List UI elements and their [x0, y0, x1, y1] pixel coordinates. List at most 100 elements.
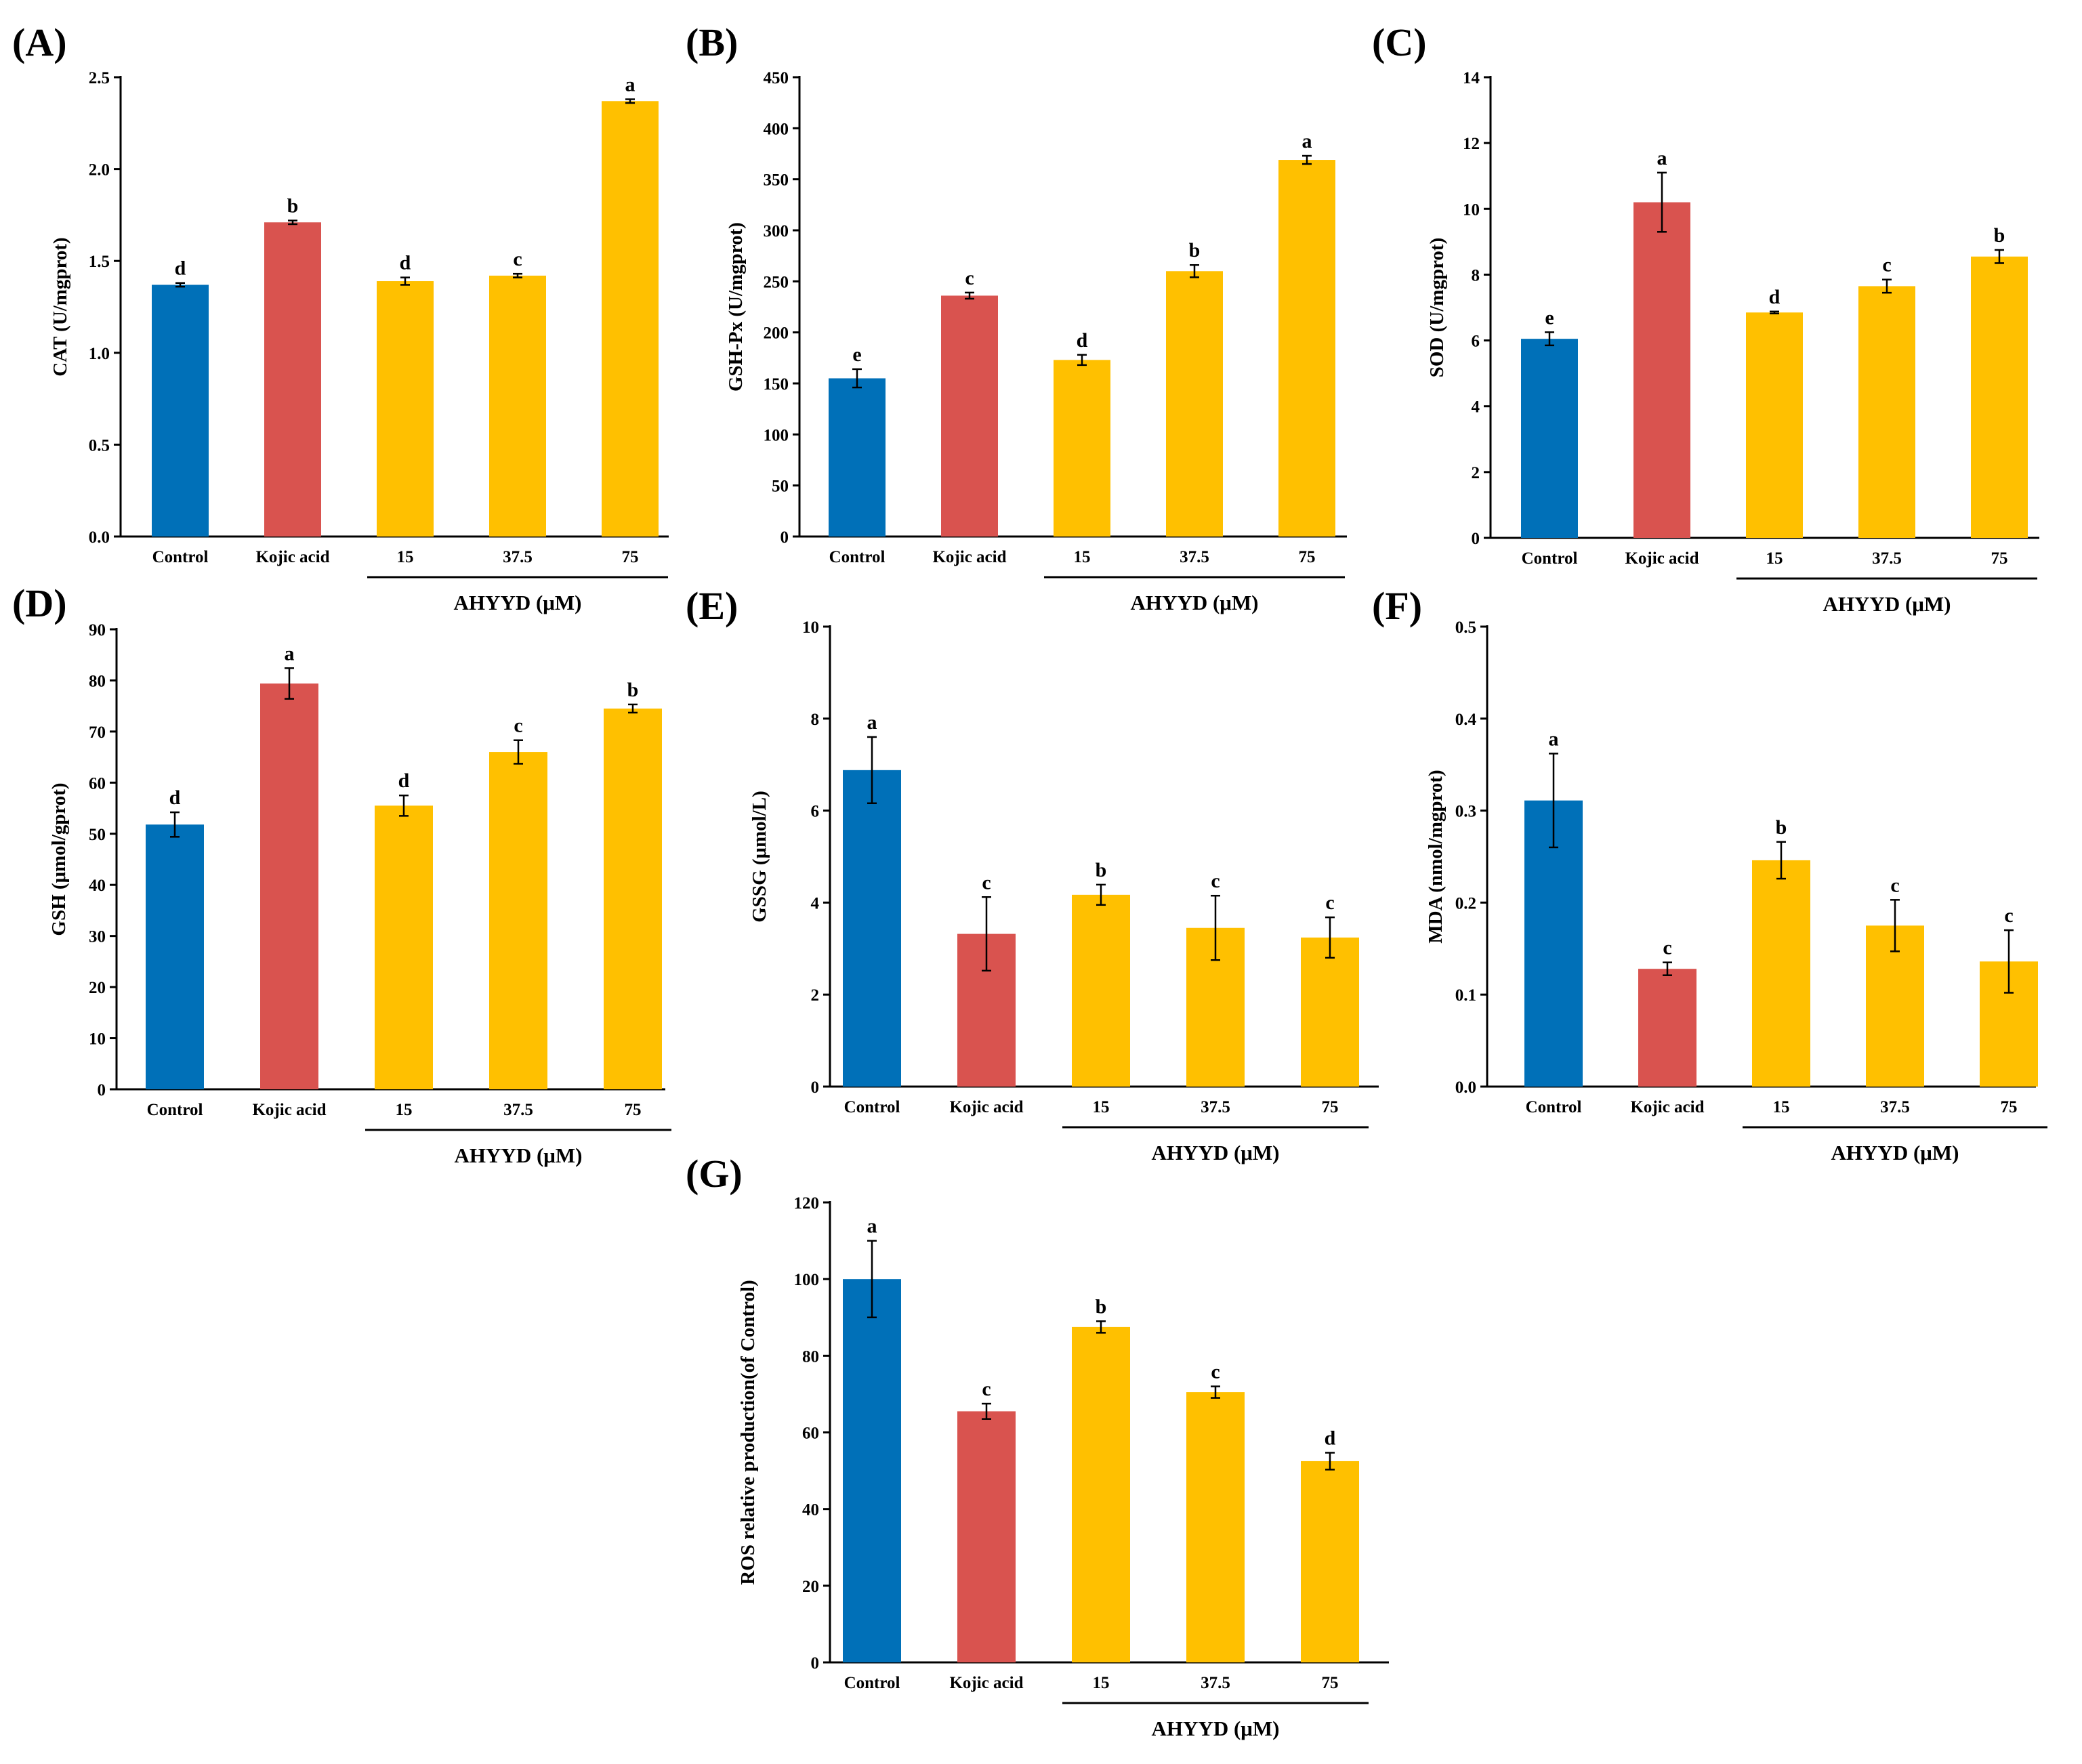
y-tick-label: 14: [1463, 69, 1480, 87]
bar: [1301, 1461, 1359, 1662]
group-label: AHYYD (μM): [1831, 1141, 1959, 1164]
x-tick-label: 15: [1093, 1674, 1110, 1692]
significance-letter: c: [513, 248, 522, 270]
panel-label: (G): [686, 1152, 743, 1196]
significance-letter: b: [1189, 239, 1201, 261]
y-tick-label: 60: [802, 1425, 819, 1443]
y-tick-label: 0: [780, 528, 789, 547]
significance-letter: a: [867, 1215, 877, 1238]
panel-label: (F): [1372, 584, 1422, 628]
group-label: AHYYD (μM): [455, 1143, 583, 1167]
x-tick-label: 37.5: [503, 1101, 533, 1119]
bar: [1633, 202, 1690, 538]
bar: [1858, 286, 1915, 538]
significance-letter: c: [514, 715, 522, 737]
y-tick-label: 1.0: [89, 345, 110, 363]
y-tick-label: 50: [772, 478, 789, 496]
bar: [843, 1279, 901, 1662]
y-tick-label: 0: [1472, 530, 1480, 548]
x-tick-label: 37.5: [1201, 1098, 1230, 1116]
x-tick-label: Kojic acid: [949, 1674, 1023, 1692]
significance-letter: e: [852, 343, 861, 366]
y-tick-label: 6: [1472, 333, 1480, 351]
chart-panel-5: (E) 0 2 4 6 8 10 GSSG (μmol/L) a Control c Kojic ac…: [686, 584, 1379, 1164]
significance-letter: c: [1890, 874, 1899, 896]
y-tick-label: 4: [1472, 398, 1480, 417]
x-tick-label: 37.5: [1872, 549, 1902, 568]
bar: [1054, 360, 1110, 537]
group-label: AHYYD (μM): [1152, 1717, 1280, 1740]
y-axis-label: GSSG (μmol/L): [749, 791, 770, 923]
bar: [146, 824, 204, 1089]
y-axis-label: CAT (U/mgprot): [49, 237, 71, 376]
x-tick-label: Kojic acid: [932, 548, 1006, 566]
x-tick-label: 37.5: [503, 548, 533, 566]
bar: [264, 222, 321, 537]
y-tick-label: 50: [89, 826, 106, 844]
y-tick-label: 0: [98, 1081, 106, 1099]
x-tick-label: Control: [147, 1101, 203, 1119]
panel-label: (C): [1372, 20, 1427, 64]
bar: [1166, 271, 1223, 537]
significance-letter: c: [2004, 904, 2013, 927]
y-tick-label: 450: [764, 69, 789, 87]
chart-panel-3: (C) 0 2 4 6 8 10 12 14 SOD (U/mgprot) e Control a Koj…: [1372, 20, 2039, 616]
x-tick-label: Kojic acid: [252, 1101, 326, 1119]
x-tick-label: 75: [1991, 549, 2008, 568]
bar: [604, 708, 662, 1089]
y-tick-label: 12: [1463, 135, 1480, 153]
x-tick-label: 75: [2001, 1098, 2018, 1116]
significance-letter: a: [1657, 147, 1667, 169]
bar: [152, 285, 209, 537]
y-tick-label: 0: [811, 1078, 820, 1097]
y-tick-label: 90: [89, 621, 106, 639]
x-tick-label: 75: [1322, 1674, 1339, 1692]
y-tick-label: 20: [89, 979, 106, 997]
bar: [1746, 312, 1803, 538]
group-label: AHYYD (μM): [1823, 592, 1951, 616]
bar: [843, 770, 901, 1087]
significance-letter: c: [982, 1378, 991, 1400]
bar: [1638, 969, 1696, 1087]
bar: [602, 101, 659, 537]
y-tick-label: 0.1: [1455, 986, 1476, 1005]
y-tick-label: 0.5: [89, 436, 110, 455]
significance-letter: c: [965, 267, 974, 289]
y-tick-label: 0.0: [1455, 1078, 1476, 1097]
bar: [489, 752, 547, 1089]
significance-letter: d: [1769, 286, 1781, 308]
bar: [1186, 1392, 1245, 1662]
significance-letter: b: [1096, 1295, 1107, 1318]
y-tick-label: 0.2: [1455, 894, 1476, 912]
significance-letter: d: [175, 257, 186, 280]
y-tick-label: 150: [764, 375, 789, 394]
y-tick-label: 80: [802, 1347, 819, 1366]
y-tick-label: 70: [89, 723, 106, 742]
bar: [941, 295, 998, 537]
chart-panel-6: (F) 0.0 0.1 0.2 0.3 0.4 0.5 MDA (nmol/mgprot) a C…: [1372, 584, 2047, 1164]
x-tick-label: 15: [1766, 549, 1783, 568]
bar: [375, 805, 433, 1089]
x-tick-label: Control: [844, 1674, 900, 1692]
y-tick-label: 8: [811, 711, 820, 729]
y-tick-label: 6: [811, 803, 820, 821]
x-tick-label: Control: [152, 548, 209, 566]
y-tick-label: 0.0: [89, 528, 110, 547]
significance-letter: c: [982, 871, 991, 894]
panel-label: (A): [12, 20, 67, 64]
significance-letter: a: [1549, 728, 1559, 750]
significance-letter: d: [1077, 329, 1088, 352]
bar: [1521, 339, 1578, 538]
chart-panel-2: (B) 0 50 100 150 200 250 300 350 400 450 GSH-Px (U/…: [686, 20, 1347, 614]
significance-letter: c: [1882, 254, 1891, 276]
x-tick-label: 75: [625, 1101, 642, 1119]
y-tick-label: 80: [89, 672, 106, 690]
panel-label: (B): [686, 20, 738, 64]
y-tick-label: 40: [89, 877, 106, 895]
significance-letter: a: [867, 711, 877, 734]
bar: [1301, 938, 1359, 1087]
y-tick-label: 2: [1472, 464, 1480, 482]
bar: [1072, 894, 1130, 1087]
x-tick-label: 15: [396, 1101, 413, 1119]
